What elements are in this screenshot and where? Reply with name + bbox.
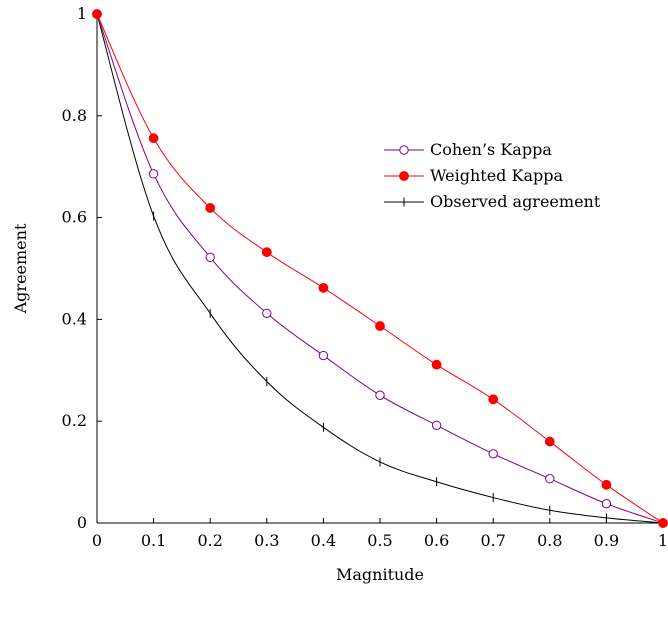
y-tick-label: 0.2 — [62, 411, 87, 430]
y-tick-label: 0.4 — [62, 309, 87, 328]
series-line-weighted-kappa — [96, 13, 664, 524]
x-tick-label: 0.7 — [480, 531, 505, 550]
y-tick-label: 1 — [77, 4, 87, 23]
data-point-weighted-kappa — [205, 203, 216, 213]
data-point-cohen-s-kappa — [545, 474, 555, 484]
legend-label: Observed agreement — [430, 192, 601, 211]
y-tick-label: 0 — [77, 513, 87, 532]
x-tick-label: 1 — [658, 531, 668, 550]
data-point-weighted-kappa — [544, 436, 555, 447]
data-point-weighted-kappa — [488, 394, 499, 405]
y-tick-label: 0.6 — [62, 208, 87, 227]
y-tick-label: 0.8 — [62, 106, 87, 125]
data-point-cohen-s-kappa — [148, 169, 159, 179]
x-axis-label: Magnitude — [336, 565, 424, 584]
data-point-cohen-s-kappa — [262, 308, 272, 318]
data-point-cohen-s-kappa — [488, 449, 498, 459]
data-point-cohen-s-kappa — [431, 420, 442, 430]
x-tick-label: 0.3 — [254, 531, 279, 550]
legend-entry-weighted-kappa: Weighted Kappa — [384, 166, 563, 185]
series-line-cohen-s-kappa — [96, 13, 664, 524]
legend-entry-observed-agreement: Observed agreement — [384, 192, 601, 211]
data-point-cohen-s-kappa — [205, 252, 215, 263]
legend-marker — [399, 145, 409, 155]
x-tick-label: 0.2 — [197, 531, 222, 550]
data-point-weighted-kappa — [318, 282, 329, 293]
x-tick-label: 0.6 — [424, 531, 449, 550]
data-point-weighted-kappa — [261, 247, 272, 258]
x-tick-label: 0.8 — [537, 531, 562, 550]
data-point-weighted-kappa — [431, 359, 442, 370]
legend: Cohen’s Kappa Weighted Kappa Observed agre… — [384, 140, 601, 211]
data-point-cohen-s-kappa — [318, 350, 329, 361]
x-tick-label: 0.4 — [311, 531, 336, 550]
data-point-weighted-kappa — [601, 479, 612, 490]
data-point-weighted-kappa — [92, 9, 102, 19]
series-weighted-kappa — [92, 9, 668, 528]
data-point-cohen-s-kappa — [601, 498, 612, 509]
y-ticks: 0 0.2 0.4 0.6 0.8 1 — [62, 4, 102, 532]
data-point-weighted-kappa — [375, 321, 385, 331]
x-tick-label: 0 — [92, 531, 102, 550]
x-tick-label: 0.5 — [367, 531, 392, 550]
x-ticks: 0 0.1 0.2 0.3 0.4 0.5 0.6 0.7 0.8 0.9 1 — [92, 518, 668, 550]
x-tick-label: 0.9 — [594, 531, 619, 550]
data-point-weighted-kappa — [148, 133, 159, 144]
legend-marker — [399, 171, 409, 181]
series-observed-agreement — [96, 9, 664, 528]
x-tick-label: 0.1 — [141, 531, 166, 550]
series-line-observed-agreement — [96, 13, 664, 524]
data-point-weighted-kappa — [658, 518, 668, 528]
series-layer — [92, 9, 668, 528]
legend-label: Weighted Kappa — [430, 166, 563, 185]
legend-entry-cohen-s-kappa: Cohen’s Kappa — [384, 140, 552, 159]
axes — [96, 14, 663, 524]
legend-label: Cohen’s Kappa — [430, 140, 552, 159]
data-point-cohen-s-kappa — [375, 390, 385, 400]
y-axis-label: Agreement — [11, 223, 30, 314]
